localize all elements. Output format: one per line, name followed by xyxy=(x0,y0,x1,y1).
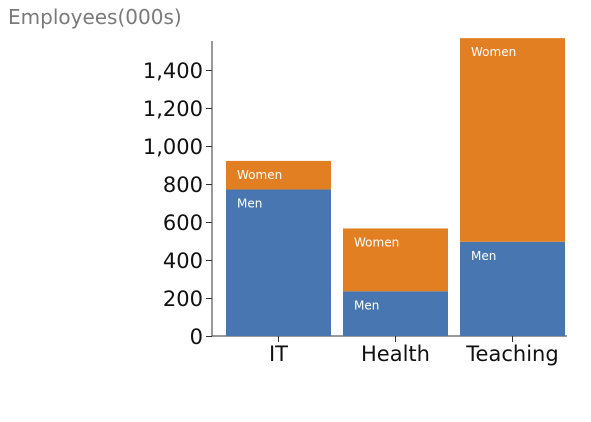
segment-label: Men xyxy=(471,249,496,263)
y-tick-label: 800 xyxy=(163,173,203,197)
segment-label: Women xyxy=(354,235,399,249)
segment-labels: Men Women Men Women Men Women xyxy=(237,45,516,312)
segment-label: Men xyxy=(237,196,262,210)
y-tick-label: 400 xyxy=(163,249,203,273)
segment-label: Women xyxy=(471,45,516,59)
y-tick-label: 200 xyxy=(163,287,203,311)
x-axis: IT Health Teaching xyxy=(212,335,567,366)
bar-segment-women-health xyxy=(343,228,448,292)
bar-segment-women-it xyxy=(226,160,331,190)
bar-segment-men-health xyxy=(343,291,448,336)
segment-label: Men xyxy=(354,298,379,312)
y-tick-label: 1,000 xyxy=(143,135,203,159)
y-axis: 0 200 400 600 800 1,000 1,200 1,400 xyxy=(143,41,213,349)
bar-segment-men-it xyxy=(226,189,331,336)
y-tick-label: 1,200 xyxy=(143,97,203,121)
y-tick-label: 1,400 xyxy=(143,59,203,83)
segment-label: Women xyxy=(237,168,282,182)
y-axis-title: Employees(000s) xyxy=(8,5,182,29)
x-tick-label: IT xyxy=(269,342,288,366)
bar-segment-men-teaching xyxy=(460,241,565,336)
y-tick-label: 0 xyxy=(190,325,203,349)
bar-segments xyxy=(226,38,565,336)
bar-segment-women-teaching xyxy=(460,38,565,242)
x-tick-label: Health xyxy=(361,342,430,366)
y-tick-label: 600 xyxy=(163,211,203,235)
x-tick-label: Teaching xyxy=(465,342,558,366)
